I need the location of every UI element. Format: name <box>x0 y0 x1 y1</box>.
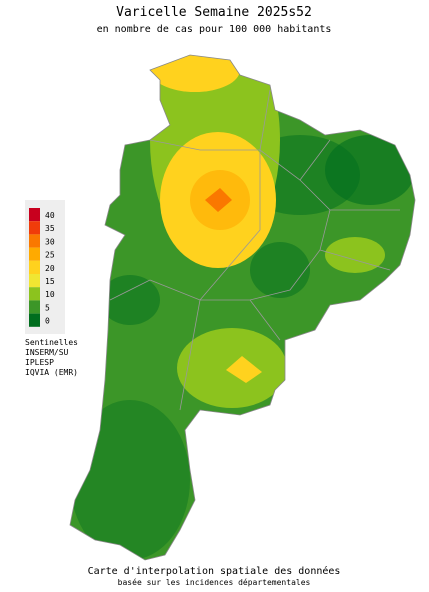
legend-swatch <box>29 221 40 235</box>
legend-swatch <box>29 274 40 288</box>
title: Varicelle Semaine 2025s52 <box>116 5 312 20</box>
legend-label: 5 <box>45 303 50 312</box>
footer-title: Carte d'interpolation spatiale des donné… <box>88 565 341 577</box>
legend-swatch <box>29 287 40 301</box>
subtitle: en nombre de cas pour 100 000 habitants <box>97 24 332 35</box>
legend-swatch <box>29 234 40 248</box>
source: Sentinelles <box>25 338 78 347</box>
legend: 40 35 30 25 20 15 10 5 0 <box>25 200 65 334</box>
legend-swatch <box>29 208 40 222</box>
footer-note: basée sur les incidences départementales <box>118 577 311 587</box>
legend-label: 30 <box>45 237 55 246</box>
legend-label: 40 <box>45 211 55 220</box>
legend-swatch <box>29 300 40 314</box>
legend-swatch <box>29 247 40 261</box>
source: IPLESP <box>25 358 54 367</box>
legend-label: 20 <box>45 264 55 273</box>
legend-swatch <box>29 260 40 274</box>
legend-label: 10 <box>45 290 55 299</box>
source: IQVIA (EMR) <box>25 368 78 377</box>
legend-label: 15 <box>45 277 55 286</box>
map <box>70 55 415 560</box>
source: INSERM/SU <box>25 348 69 357</box>
legend-label: 0 <box>45 317 50 326</box>
legend-swatch <box>29 313 40 327</box>
legend-label: 25 <box>45 251 55 260</box>
legend-label: 35 <box>45 224 55 233</box>
